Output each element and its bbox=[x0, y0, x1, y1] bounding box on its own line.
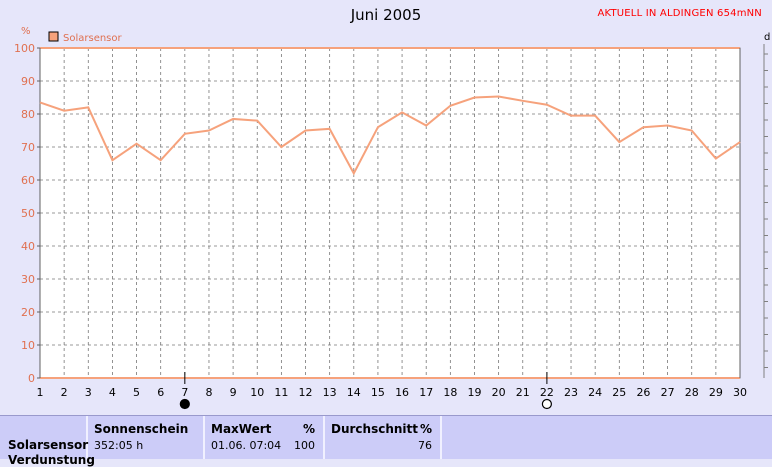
location-label: AKTUELL IN ALDINGEN 654mNN bbox=[597, 8, 762, 19]
average-unit: % bbox=[419, 422, 432, 436]
row-label-2: Verdunstung bbox=[8, 453, 95, 467]
average-header: Durchschnitt bbox=[331, 422, 419, 436]
x-tick-labels: 1 2 3 4 5 6 7 8 9 10 11 12 13 14 15 16 17 18 19 20 21 22 23 24 2… bbox=[37, 386, 748, 399]
legend-label: Solarsensor bbox=[63, 33, 123, 44]
x-tick-label: 7 bbox=[181, 386, 188, 399]
max-date: 01.06. 07:04 bbox=[211, 439, 282, 452]
sunshine-value: 352:05 h bbox=[94, 439, 144, 452]
x-tick-label: 16 bbox=[395, 386, 409, 399]
legend-swatch bbox=[48, 31, 59, 42]
x-tick-label: 10 bbox=[250, 386, 264, 399]
right-axis-ticks bbox=[764, 53, 768, 368]
x-tick-label: 26 bbox=[636, 386, 650, 399]
new-moon-icon bbox=[179, 398, 190, 410]
x-tick-label: 5 bbox=[133, 386, 140, 399]
row-label: Solarsensor bbox=[8, 438, 89, 452]
x-tick-label: 18 bbox=[443, 386, 457, 399]
x-tick-label: 1 bbox=[37, 386, 44, 399]
series-solarsensor-line bbox=[39, 95, 741, 176]
chart-title: Juni 2005 bbox=[350, 6, 422, 24]
row-label-cell: Solarsensor Verdunstung bbox=[0, 416, 95, 467]
x-tick-label: 14 bbox=[347, 386, 361, 399]
full-moon-icon bbox=[541, 398, 552, 410]
max-cell: MaxWert % 01.06. 07:04 100 bbox=[205, 416, 325, 459]
x-tick-label: 8 bbox=[205, 386, 212, 399]
x-tick-label: 2 bbox=[61, 386, 68, 399]
x-tick-label: 13 bbox=[323, 386, 337, 399]
x-tick-label: 28 bbox=[685, 386, 699, 399]
legend: Solarsensor bbox=[48, 31, 123, 44]
max-value: 100 bbox=[294, 439, 315, 452]
x-tick-label: 29 bbox=[709, 386, 723, 399]
x-tick-label: 9 bbox=[230, 386, 237, 399]
x-tick-label: 15 bbox=[371, 386, 385, 399]
x-tick-label: 4 bbox=[109, 386, 116, 399]
x-tick-label: 23 bbox=[564, 386, 578, 399]
y-tick-labels: 0 10 20 30 40 50 60 70 80 90 100 bbox=[14, 42, 40, 385]
y-tick-label: 20 bbox=[21, 306, 35, 319]
y-axis-unit: % bbox=[21, 26, 31, 37]
x-tick-label: 27 bbox=[661, 386, 675, 399]
x-tick-label: 6 bbox=[157, 386, 164, 399]
x-tick-label: 20 bbox=[492, 386, 506, 399]
sunshine-header: Sonnenschein bbox=[94, 422, 189, 436]
sunshine-cell: Sonnenschein 352:05 h bbox=[88, 416, 205, 459]
x-tick-label: 21 bbox=[516, 386, 530, 399]
max-header: MaxWert bbox=[211, 422, 272, 436]
grid-lines bbox=[40, 48, 740, 379]
right-axis-unit: d bbox=[764, 32, 771, 43]
y-tick-label: 50 bbox=[21, 207, 35, 220]
y-tick-label: 10 bbox=[21, 339, 35, 352]
y-tick-label: 80 bbox=[21, 108, 35, 121]
y-tick-label: 40 bbox=[21, 240, 35, 253]
y-tick-label: 60 bbox=[21, 174, 35, 187]
summary-footer: Solarsensor Verdunstung Sonnenschein 352… bbox=[0, 415, 772, 467]
x-tick-label: 11 bbox=[274, 386, 288, 399]
x-tick-label: 25 bbox=[612, 386, 626, 399]
average-value: 76 bbox=[418, 439, 432, 452]
y-tick-label: 90 bbox=[21, 75, 35, 88]
x-tick-label: 12 bbox=[299, 386, 313, 399]
y-tick-label: 70 bbox=[21, 141, 35, 154]
average-cell: Durchschnitt % 76 bbox=[325, 416, 442, 459]
max-unit: % bbox=[302, 422, 315, 436]
x-tick-label: 24 bbox=[588, 386, 602, 399]
moon-markers bbox=[179, 372, 552, 410]
x-tick-label: 3 bbox=[85, 386, 92, 399]
x-tick-label: 17 bbox=[419, 386, 433, 399]
x-tick-label: 22 bbox=[540, 386, 554, 399]
x-tick-label: 30 bbox=[733, 386, 747, 399]
y-tick-label: 100 bbox=[14, 42, 35, 55]
y-tick-label: 0 bbox=[28, 372, 35, 385]
y-tick-label: 30 bbox=[21, 273, 35, 286]
x-tick-label: 19 bbox=[467, 386, 481, 399]
